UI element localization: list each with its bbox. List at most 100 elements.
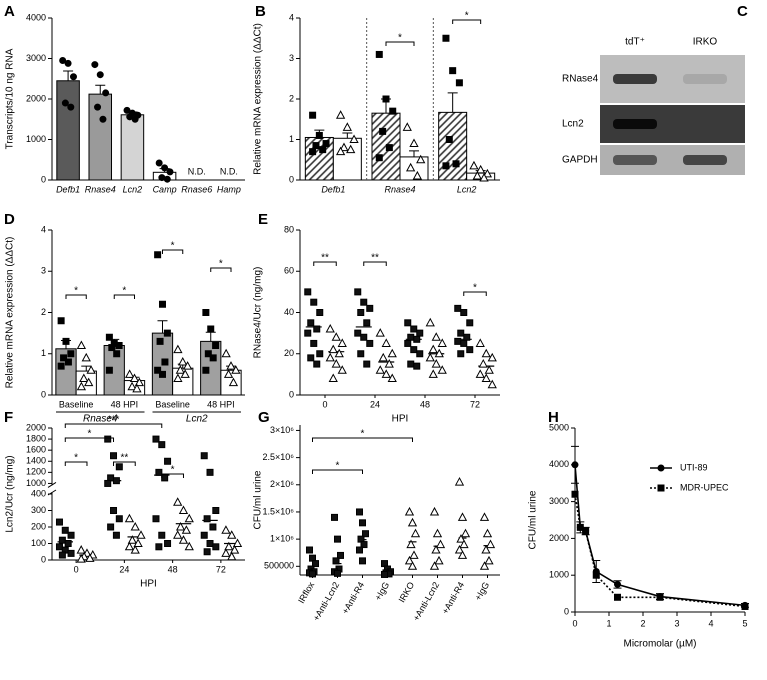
data-point <box>412 170 423 180</box>
x-tick-label: Baseline <box>59 399 94 409</box>
panel-label: C <box>737 3 748 20</box>
data-point <box>356 508 363 516</box>
data-point <box>354 329 362 337</box>
data-point <box>61 99 69 107</box>
data-point <box>389 107 397 115</box>
x-tick-label: 0 <box>322 399 327 409</box>
data-point <box>228 377 239 387</box>
data-point <box>99 115 107 123</box>
data-point <box>425 317 435 327</box>
significance-bracket <box>463 291 487 296</box>
x-tick-label: +IgG <box>473 580 492 602</box>
data-point <box>375 154 383 162</box>
blot-column-label: tdT⁺ <box>625 37 645 48</box>
data-point <box>124 513 135 523</box>
data-point <box>435 539 446 549</box>
data-point <box>429 506 440 516</box>
line <box>574 494 746 608</box>
legend-label: UTI-89 <box>680 462 708 472</box>
data-point <box>178 505 189 514</box>
data-point <box>131 115 139 123</box>
data-point <box>223 369 234 378</box>
significance-label: * <box>336 461 340 472</box>
data-point <box>454 477 465 486</box>
data-point <box>472 170 482 180</box>
data-point <box>229 545 240 554</box>
data-point <box>487 379 497 389</box>
x-tick-label: 48 HPI <box>111 399 139 409</box>
legend-marker <box>657 484 665 492</box>
error-bar <box>81 365 92 372</box>
significance-label: * <box>122 286 126 297</box>
data-point <box>112 531 120 539</box>
data-point <box>156 337 164 345</box>
data-point <box>206 540 214 547</box>
y-tick-label: 20 <box>284 348 294 358</box>
data-point <box>379 127 387 135</box>
y-tick-label: 2000 <box>26 93 46 103</box>
data-point <box>154 366 162 374</box>
data-point <box>184 513 194 523</box>
x-tick-label: 48 HPI <box>207 399 235 409</box>
data-point <box>127 535 137 544</box>
data-point <box>112 477 120 485</box>
data-point <box>457 512 468 521</box>
data-point <box>180 369 190 378</box>
data-point <box>334 569 341 577</box>
y-tick-label: 2000 <box>549 533 569 543</box>
x-tick-label: IRflox <box>296 580 316 605</box>
data-point <box>134 377 145 387</box>
significance-bracket <box>161 249 184 254</box>
data-point <box>452 160 460 168</box>
data-point <box>158 531 166 539</box>
data-point <box>334 348 344 358</box>
line-marker <box>614 580 621 588</box>
x-tick-label: Lcn2 <box>457 184 477 194</box>
data-point <box>454 337 462 345</box>
data-point <box>360 298 368 306</box>
data-point <box>410 325 418 333</box>
significance-label: * <box>74 286 78 297</box>
data-point <box>363 319 371 327</box>
x-tick-label: Hamp <box>217 184 241 194</box>
data-point <box>212 543 220 551</box>
data-point <box>457 550 468 559</box>
data-point <box>342 122 352 131</box>
data-point <box>402 122 412 131</box>
y-tick-label: 0 <box>289 174 294 184</box>
data-point <box>136 530 146 539</box>
y-tick-label: 2 <box>289 93 294 103</box>
error-bar <box>342 132 353 139</box>
data-point <box>61 526 69 534</box>
y-tick-label: 0 <box>564 606 569 616</box>
y-tick-label: 3000 <box>549 496 569 506</box>
panel-label: A <box>4 3 15 20</box>
data-point <box>375 365 385 374</box>
data-point <box>442 34 450 42</box>
data-point <box>158 370 166 378</box>
data-point <box>405 162 416 172</box>
data-point <box>155 543 163 551</box>
data-point <box>306 546 313 554</box>
data-point <box>319 146 327 154</box>
data-point <box>206 468 214 476</box>
data-point <box>115 515 123 523</box>
group-label: Rnase4 <box>83 414 118 425</box>
significance-label: ** <box>371 253 379 264</box>
significance-bracket <box>210 267 232 272</box>
y-tick-label: 60 <box>284 266 294 276</box>
data-point <box>163 175 171 183</box>
blot-row-label: Lcn2 <box>562 119 584 130</box>
data-point <box>175 521 186 531</box>
data-point <box>337 338 347 347</box>
error-bar <box>447 92 458 113</box>
y-tick-label: 1000 <box>26 134 46 144</box>
bar <box>56 80 80 181</box>
data-point <box>76 554 86 563</box>
data-point <box>102 89 110 97</box>
data-point <box>67 549 75 557</box>
data-point <box>309 148 317 156</box>
data-point <box>449 67 457 75</box>
legend-marker <box>657 464 665 472</box>
bar <box>438 111 468 181</box>
